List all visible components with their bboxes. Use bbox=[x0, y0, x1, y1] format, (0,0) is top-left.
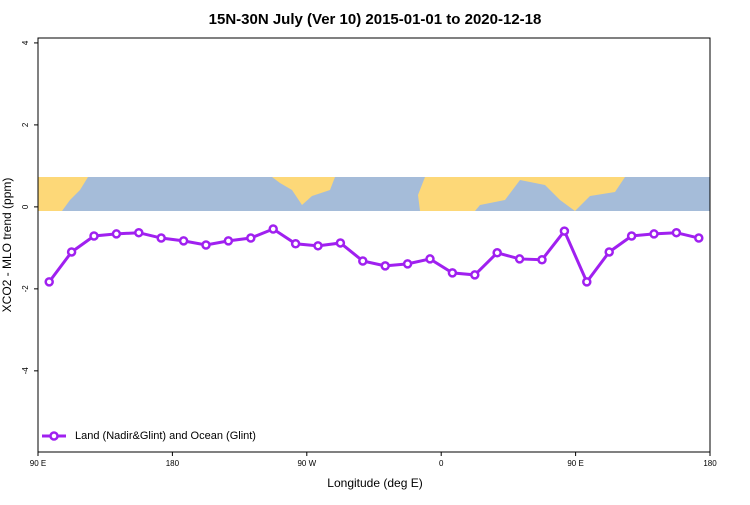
data-point bbox=[358, 256, 368, 266]
data-point bbox=[66, 247, 77, 257]
data-point bbox=[447, 268, 458, 278]
y-axis-label: XCO2 - MLO trend (ppm) bbox=[0, 178, 14, 313]
data-point bbox=[671, 227, 682, 238]
y-tick-label: 4 bbox=[21, 40, 30, 45]
data-point bbox=[335, 238, 346, 248]
x-tick-label: 180 bbox=[166, 459, 180, 468]
data-point bbox=[402, 259, 413, 269]
data-point bbox=[492, 248, 502, 258]
x-tick-label: 90 W bbox=[297, 459, 316, 468]
data-point bbox=[559, 226, 570, 236]
data-point bbox=[470, 270, 480, 280]
data-point bbox=[582, 277, 592, 287]
data-point bbox=[380, 261, 390, 271]
data-point bbox=[694, 233, 704, 243]
land bbox=[38, 177, 88, 211]
data-point bbox=[649, 229, 659, 239]
legend-marker bbox=[49, 431, 59, 441]
x-tick-label: 180 bbox=[703, 459, 717, 468]
data-point bbox=[313, 241, 323, 251]
data-point bbox=[201, 240, 211, 250]
legend-label: Land (Nadir&Glint) and Ocean (Glint) bbox=[75, 430, 256, 442]
data-point bbox=[89, 231, 99, 241]
data-point bbox=[425, 254, 435, 264]
data-point bbox=[537, 255, 547, 265]
data-point bbox=[246, 233, 256, 243]
data-point bbox=[178, 236, 189, 246]
plot-frame bbox=[37, 37, 711, 453]
data-point bbox=[626, 231, 637, 241]
x-tick-label: 90 E bbox=[567, 459, 583, 468]
data-point bbox=[134, 227, 144, 238]
y-tick-label: 2 bbox=[21, 122, 30, 127]
data-point bbox=[223, 236, 234, 246]
data-point bbox=[268, 224, 278, 234]
data-point bbox=[44, 277, 54, 287]
data-point bbox=[290, 239, 301, 249]
data-point bbox=[111, 229, 122, 239]
x-axis-label: Longitude (deg E) bbox=[327, 476, 422, 490]
land bbox=[272, 177, 335, 205]
data-point bbox=[514, 254, 525, 264]
land bbox=[418, 177, 625, 211]
data-point bbox=[156, 233, 166, 243]
y-tick-label: 0 bbox=[21, 204, 30, 209]
data-point bbox=[604, 247, 614, 257]
y-tick-label: -2 bbox=[21, 285, 30, 293]
map-band bbox=[38, 177, 710, 211]
y-tick-label: -4 bbox=[21, 367, 30, 375]
x-tick-label: 0 bbox=[439, 459, 444, 468]
x-tick-label: 90 E bbox=[30, 459, 46, 468]
chart-title: 15N-30N July (Ver 10) 2015-01-01 to 2020… bbox=[209, 11, 542, 28]
